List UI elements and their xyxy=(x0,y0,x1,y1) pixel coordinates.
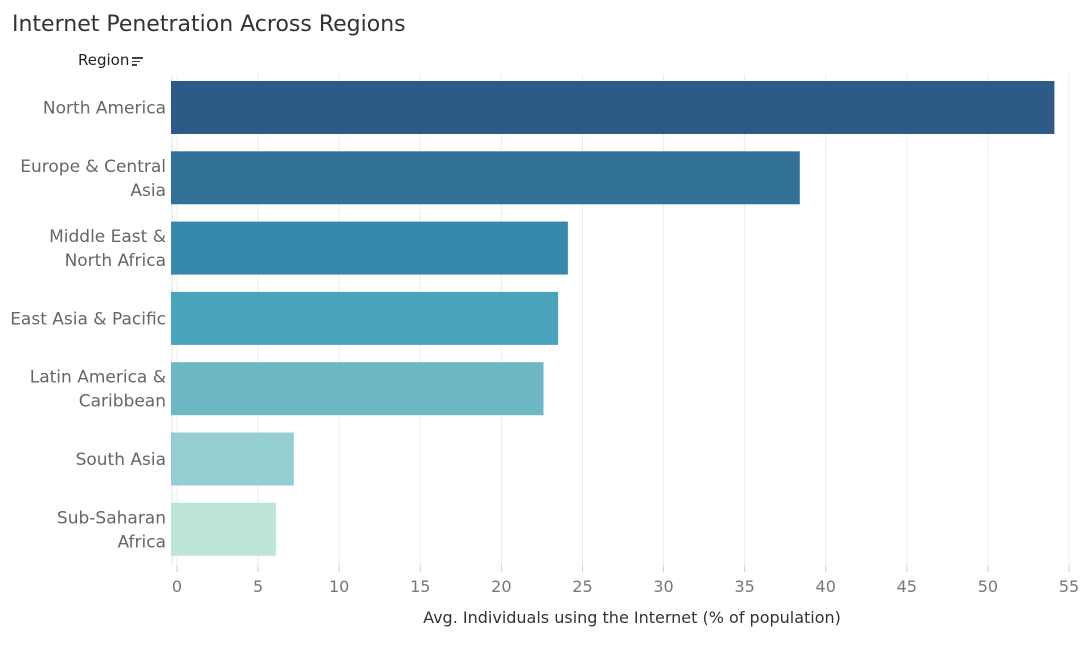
bar[interactable] xyxy=(171,291,559,345)
category-label: North America xyxy=(43,99,166,119)
category-label: Caribbean xyxy=(79,392,166,412)
bar[interactable] xyxy=(171,221,568,275)
bar[interactable] xyxy=(171,81,1055,134)
category-label: Middle East & xyxy=(49,227,166,247)
region-column-header[interactable]: Region xyxy=(78,51,144,69)
x-tick-label: 45 xyxy=(897,577,917,596)
x-tick-label: 10 xyxy=(329,577,349,596)
category-label: North Africa xyxy=(65,251,166,271)
x-tick-label: 35 xyxy=(734,577,754,596)
category-label: South Asia xyxy=(76,450,166,470)
category-label: Sub-Saharan xyxy=(57,508,166,528)
x-tick-label: 25 xyxy=(572,577,592,596)
bar[interactable] xyxy=(171,362,544,416)
bar[interactable] xyxy=(171,502,276,556)
category-label: Asia xyxy=(130,181,166,201)
chart-title: Internet Penetration Across Regions xyxy=(12,12,406,37)
region-header-label: Region xyxy=(78,51,130,69)
x-tick-label: 40 xyxy=(816,577,836,596)
category-label: Latin America & xyxy=(30,368,166,388)
bar[interactable] xyxy=(171,432,294,486)
x-axis-label: Avg. Individuals using the Internet (% o… xyxy=(423,608,841,627)
x-tick-label: 55 xyxy=(1059,577,1079,596)
x-tick-label: 50 xyxy=(978,577,998,596)
x-tick-label: 5 xyxy=(253,577,263,596)
bar[interactable] xyxy=(171,151,800,205)
category-label: Europe & Central xyxy=(20,157,166,177)
category-label: East Asia & Pacific xyxy=(10,309,166,329)
x-tick-label: 30 xyxy=(653,577,673,596)
x-tick-label: 20 xyxy=(491,577,511,596)
x-tick-label: 0 xyxy=(172,577,182,596)
x-tick-label: 15 xyxy=(410,577,430,596)
sort-icon[interactable] xyxy=(132,57,144,67)
category-label: Africa xyxy=(118,532,167,552)
